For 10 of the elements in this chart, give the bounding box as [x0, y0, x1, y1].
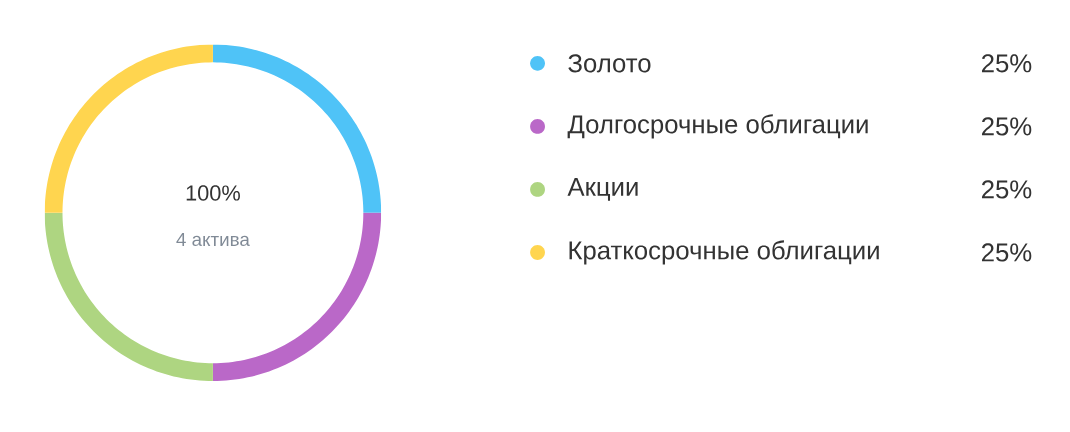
- text: 100%: [186, 185, 240, 201]
- legend-label: Долгосрочные облигации: [567, 114, 868, 139]
- legend-label: Краткосрочные облигации: [569, 240, 879, 265]
- legend-label: Золото: [568, 54, 651, 73]
- legend-label: Акции: [567, 178, 638, 202]
- data-label: 25%: [981, 54, 1032, 73]
- text: 4 актива: [176, 233, 250, 247]
- data-label: 25%: [981, 117, 1032, 136]
- data-label: 25%: [981, 243, 1032, 262]
- data-label: 25%: [981, 180, 1032, 199]
